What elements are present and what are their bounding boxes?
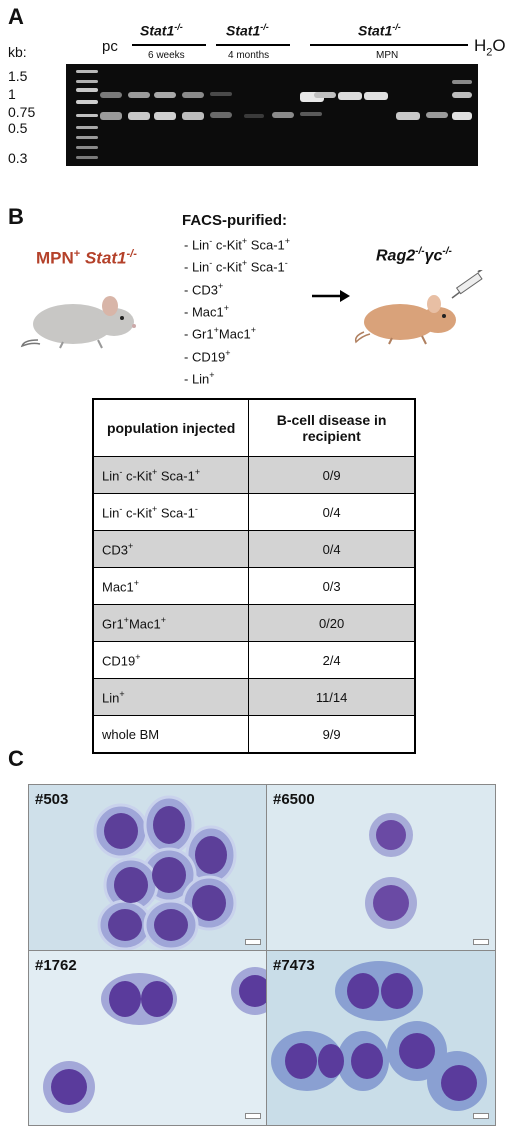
size-label: 0.3 [8, 150, 28, 166]
micrograph-6500: #6500 [266, 784, 496, 952]
table-row: Lin- c-Kit+ Sca-1+ 0/9 [92, 456, 416, 494]
table-row: whole BM 9/9 [92, 715, 416, 754]
arrow-right-icon [312, 290, 350, 302]
scale-bar [245, 1113, 261, 1119]
group-sub-mpn: MPN [376, 50, 399, 61]
water-label: H2O [474, 36, 506, 59]
facs-item: - CD19+ [184, 347, 231, 364]
group-line [132, 44, 206, 46]
donor-label: MPN+ Stat1-/- [36, 248, 137, 268]
facs-item: - Lin- c-Kit+ Sca-1- [184, 258, 288, 275]
facs-item: - Gr1+Mac1+ [184, 325, 256, 342]
size-label: 0.75 [8, 104, 36, 120]
table-row: Lin+ 11/14 [92, 678, 416, 716]
table-row: Lin- c-Kit+ Sca-1- 0/4 [92, 493, 416, 531]
group-header-mpn: Stat1-/- [358, 22, 401, 39]
photo-label: #7473 [273, 957, 315, 974]
micrograph-1762: #1762 [28, 950, 268, 1126]
facs-list: - Lin- c-Kit+ Sca-1+ - Lin- c-Kit+ Sca-1… [184, 232, 290, 388]
group-header-4months: Stat1-/- [226, 22, 269, 39]
population-cell: CD3+ [92, 530, 250, 568]
scale-bar [473, 1113, 489, 1119]
facs-title: FACS-purified: [182, 212, 287, 229]
group-sub-6weeks: 6 weeks [148, 50, 185, 61]
syringe-icon [451, 270, 483, 299]
group-line [310, 44, 468, 46]
micrograph-7473: #7473 [266, 950, 496, 1126]
donor-mouse-illustration [20, 296, 136, 349]
group-line [216, 44, 290, 46]
group-sub-4months: 4 months [228, 50, 270, 61]
panel-a-letter: A [8, 4, 24, 29]
population-cell: Lin- c-Kit+ Sca-1+ [92, 456, 250, 494]
population-table: population injected B-cell disease in re… [92, 398, 416, 754]
photo-label: #6500 [273, 791, 315, 808]
population-cell: Gr1+Mac1+ [92, 604, 250, 642]
recipient-label: Rag2-/-γc-/- [376, 246, 452, 265]
value-cell: 0/20 [248, 604, 416, 642]
group-header-6weeks: Stat1-/- [140, 22, 183, 39]
value-cell: 0/9 [248, 456, 416, 494]
population-cell: Lin+ [92, 678, 250, 716]
value-cell: 11/14 [248, 678, 416, 716]
value-cell: 2/4 [248, 641, 416, 679]
table-row: CD19+ 2/4 [92, 641, 416, 679]
size-label: 0.5 [8, 120, 28, 136]
facs-item: - Lin- c-Kit+ Sca-1+ [184, 236, 291, 253]
facs-item: - Mac1+ [184, 302, 229, 320]
gel-image [66, 64, 478, 166]
value-cell: 0/3 [248, 567, 416, 605]
table-row: CD3+ 0/4 [92, 530, 416, 568]
pc-label: pc [102, 38, 118, 55]
population-cell: Lin- c-Kit+ Sca-1- [92, 493, 250, 531]
facs-item: - CD3+ [184, 280, 224, 297]
size-label: 1.5 [8, 68, 28, 84]
photo-label: #1762 [35, 957, 77, 974]
facs-item: - Lin+ [184, 369, 215, 387]
recipient-mouse-illustration [354, 270, 483, 345]
table-row: Gr1+Mac1+ 0/20 [92, 604, 416, 642]
micrograph-503: #503 [28, 784, 268, 952]
value-cell: 0/4 [248, 530, 416, 568]
table-row: Mac1+ 0/3 [92, 567, 416, 605]
value-cell: 9/9 [248, 715, 416, 754]
population-cell: Mac1+ [92, 567, 250, 605]
panel-c-letter: C [8, 746, 24, 771]
population-cell: CD19+ [92, 641, 250, 679]
value-cell: 0/4 [248, 493, 416, 531]
scale-bar [473, 939, 489, 945]
table-header-row: population injected B-cell disease in re… [92, 398, 416, 457]
photo-label: #503 [35, 791, 69, 808]
panel-b-letter: B [8, 204, 24, 229]
kb-label: kb: [8, 44, 27, 60]
population-cell: whole BM [92, 715, 250, 754]
size-label: 1 [8, 86, 16, 102]
col-header-disease: B-cell disease in recipient [248, 398, 416, 457]
col-header-population: population injected [92, 398, 250, 457]
scale-bar [245, 939, 261, 945]
